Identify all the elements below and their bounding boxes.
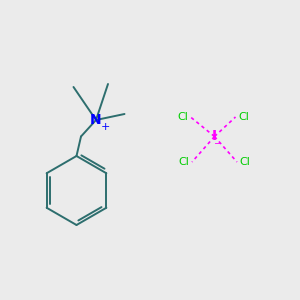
Text: N: N — [90, 113, 102, 127]
Text: Cl: Cl — [177, 112, 188, 122]
Text: Cl: Cl — [238, 112, 249, 122]
Text: I: I — [212, 130, 217, 143]
Text: +: + — [100, 122, 110, 132]
Text: −: − — [214, 139, 222, 149]
Text: Cl: Cl — [179, 157, 190, 167]
Text: Cl: Cl — [239, 157, 250, 167]
